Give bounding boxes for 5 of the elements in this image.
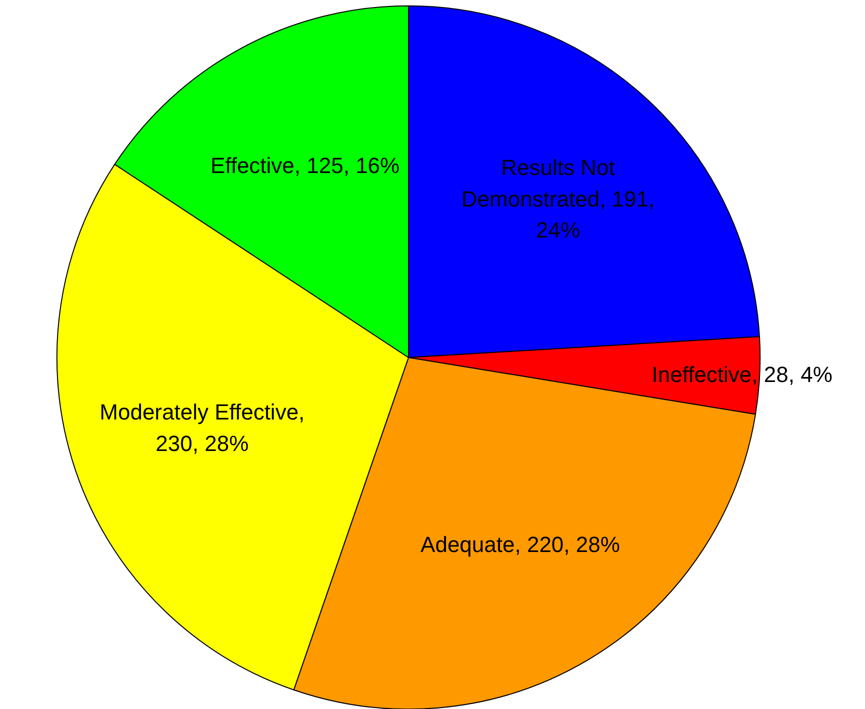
slice-label: Ineffective, 28, 4% bbox=[652, 362, 832, 388]
slice-label: Results Not Demonstrated, 191, 24% bbox=[461, 155, 655, 243]
slice-label: Adequate, 220, 28% bbox=[420, 532, 620, 558]
slice-label: Effective, 125, 16% bbox=[210, 153, 400, 178]
slice-label: Moderately Effective, 230, 28% bbox=[100, 400, 305, 456]
